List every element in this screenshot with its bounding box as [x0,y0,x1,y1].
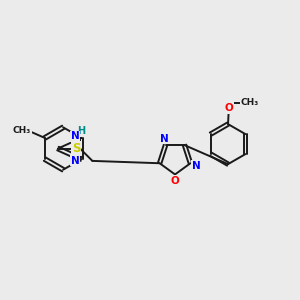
Text: N: N [160,134,168,144]
Text: N: N [70,156,80,166]
Text: CH₃: CH₃ [241,98,259,107]
Text: N: N [192,160,201,171]
Text: N: N [70,131,80,142]
Text: CH₃: CH₃ [13,126,31,135]
Text: S: S [72,142,80,155]
Text: H: H [77,126,85,136]
Text: O: O [171,176,179,186]
Text: O: O [224,103,233,113]
